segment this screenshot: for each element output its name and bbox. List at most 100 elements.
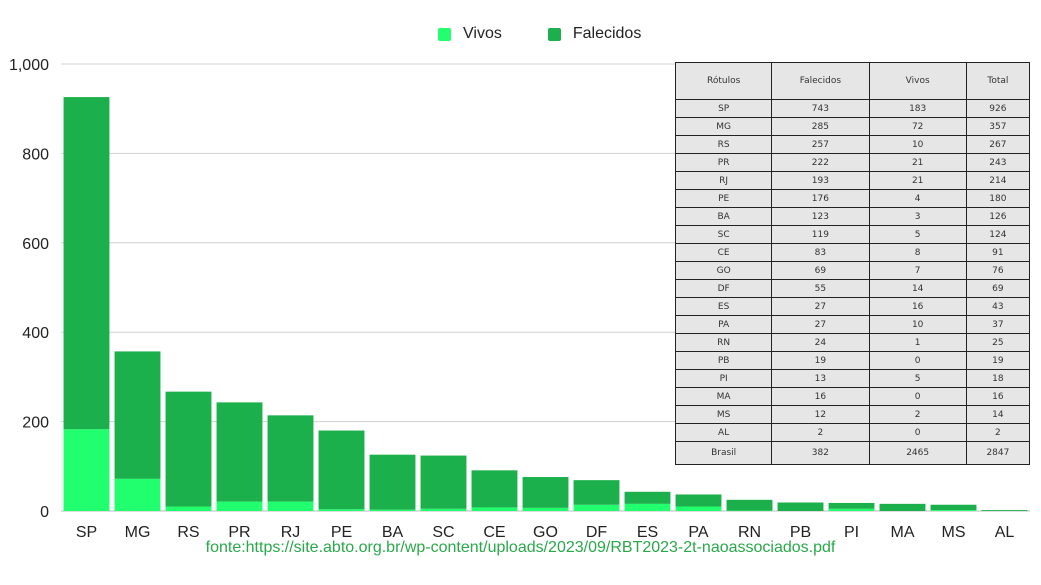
x-tick-label: DF [586, 524, 608, 541]
table-cell-vivos: 2 [868, 405, 967, 424]
table-cell-total: 180 [965, 189, 1031, 208]
table-cell-falecidos: 193 [771, 171, 870, 190]
bar-falecidos-ms[interactable] [930, 504, 977, 511]
table-cell-label: MA [674, 387, 773, 406]
table-cell-total: 124 [965, 225, 1031, 244]
bar-vivos-rj[interactable] [267, 501, 314, 511]
x-tick-label: PR [228, 524, 250, 541]
bar-vivos-es[interactable] [624, 503, 671, 511]
bar-falecidos-pe[interactable] [318, 430, 365, 510]
table-cell-vivos: 10 [868, 135, 967, 154]
legend-item-vivos[interactable]: Vivos [438, 25, 502, 43]
table-row: SP 743 183 926 [674, 99, 1031, 118]
table-header-total: Total [965, 62, 1031, 100]
table-cell-total: 214 [965, 171, 1031, 190]
bar-falecidos-df[interactable] [573, 480, 620, 505]
table-cell-falecidos: 222 [771, 153, 870, 172]
table-row: PR 222 21 243 [674, 153, 1031, 172]
table-cell-label: AL [674, 423, 773, 442]
table-row: PB 19 0 19 [674, 351, 1031, 370]
table-body: SP 743 183 926 MG 285 72 357 RS 257 10 267 PR 222 21 24… [674, 99, 1031, 465]
x-tick-label: MA [891, 524, 915, 541]
x-tick-label: RJ [281, 524, 301, 541]
x-tick-label: RS [177, 524, 199, 541]
bar-falecidos-pa[interactable] [675, 494, 722, 507]
bar-falecidos-mg[interactable] [114, 351, 161, 479]
table-cell-falecidos: 285 [771, 117, 870, 136]
table-cell-total: 91 [965, 243, 1031, 262]
table-row: MS 12 2 14 [674, 405, 1031, 424]
bar-vivos-ce[interactable] [471, 507, 518, 511]
bar-falecidos-ba[interactable] [369, 454, 416, 510]
table-cell-total: 2847 [965, 441, 1031, 465]
table-cell-label: MS [674, 405, 773, 424]
bar-falecidos-es[interactable] [624, 491, 671, 504]
y-tick-label: 0 [40, 504, 49, 521]
y-tick-label: 800 [22, 146, 49, 163]
table-cell-vivos: 0 [868, 351, 967, 370]
table-cell-total: 267 [965, 135, 1031, 154]
table-row: ES 27 16 43 [674, 297, 1031, 316]
table-row: GO 69 7 76 [674, 261, 1031, 280]
table-cell-vivos: 5 [868, 225, 967, 244]
legend-label-vivos: Vivos [463, 25, 502, 42]
x-tick-label: PB [790, 524, 811, 541]
bar-falecidos-rn[interactable] [726, 499, 773, 511]
bar-falecidos-al[interactable] [981, 510, 1028, 511]
bar-falecidos-ma[interactable] [879, 503, 926, 511]
bar-falecidos-go[interactable] [522, 477, 569, 508]
table-cell-vivos: 3 [868, 207, 967, 226]
bar-vivos-mg[interactable] [114, 478, 161, 511]
table-cell-label: PB [674, 351, 773, 370]
bar-falecidos-pr[interactable] [216, 402, 263, 502]
bar-falecidos-ce[interactable] [471, 470, 518, 508]
table-cell-falecidos: 27 [771, 315, 870, 334]
table-cell-vivos: 4 [868, 189, 967, 208]
legend-label-falecidos: Falecidos [572, 25, 642, 42]
bar-vivos-pr[interactable] [216, 501, 263, 511]
bar-vivos-sp[interactable] [63, 429, 110, 511]
bar-vivos-rs[interactable] [165, 506, 212, 511]
bar-falecidos-rs[interactable] [165, 391, 212, 507]
bar-vivos-go[interactable] [522, 507, 569, 511]
table-cell-total: 37 [965, 315, 1031, 334]
legend-item-falecidos[interactable]: Falecidos [547, 25, 642, 43]
table-cell-total: 926 [965, 99, 1031, 118]
x-tick-label: BA [382, 524, 404, 541]
table-cell-label: SC [674, 225, 773, 244]
bar-vivos-ba[interactable] [369, 509, 416, 511]
table-cell-vivos: 1 [868, 333, 967, 352]
x-tick-label: SC [432, 524, 454, 541]
bar-falecidos-sc[interactable] [420, 455, 467, 509]
bar-vivos-pe[interactable] [318, 509, 365, 511]
table-cell-total: 25 [965, 333, 1031, 352]
bar-falecidos-pi[interactable] [828, 502, 875, 509]
y-tick-label: 400 [22, 325, 49, 342]
table-cell-total: 43 [965, 297, 1031, 316]
bar-falecidos-rj[interactable] [267, 415, 314, 502]
bar-vivos-pi[interactable] [828, 508, 875, 511]
bar-falecidos-pb[interactable] [777, 502, 824, 511]
bar-vivos-sc[interactable] [420, 508, 467, 511]
table-cell-falecidos: 743 [771, 99, 870, 118]
bar-vivos-pa[interactable] [675, 506, 722, 511]
table-cell-total: 76 [965, 261, 1031, 280]
table-cell-vivos: 72 [868, 117, 967, 136]
bar-vivos-ms[interactable] [930, 510, 977, 511]
table-cell-falecidos: 24 [771, 333, 870, 352]
table-cell-falecidos: 382 [771, 441, 870, 465]
bar-falecidos-sp[interactable] [63, 97, 110, 430]
table-cell-vivos: 8 [868, 243, 967, 262]
table-header-rotulos: Rótulos [674, 62, 773, 100]
table-header-falecidos: Falecidos [771, 62, 870, 100]
table-cell-label: BA [674, 207, 773, 226]
table-cell-vivos: 14 [868, 279, 967, 298]
table-cell-vivos: 21 [868, 153, 967, 172]
table-cell-falecidos: 2 [771, 423, 870, 442]
x-tick-label: PI [844, 524, 859, 541]
table-cell-label: CE [674, 243, 773, 262]
bar-vivos-df[interactable] [573, 504, 620, 511]
table-cell-label: MG [674, 117, 773, 136]
table-row: PI 13 5 18 [674, 369, 1031, 388]
